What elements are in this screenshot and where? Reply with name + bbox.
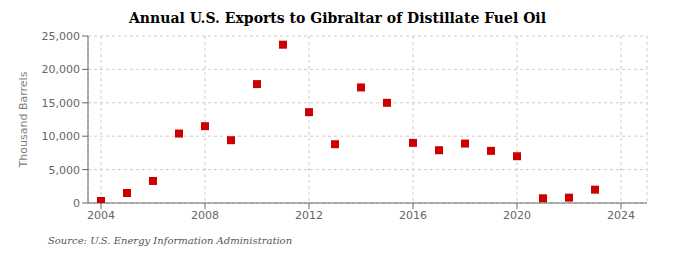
svg-text:2008: 2008	[191, 209, 219, 222]
svg-text:25,000: 25,000	[42, 30, 81, 43]
svg-text:2020: 2020	[503, 209, 531, 222]
svg-text:2016: 2016	[399, 209, 427, 222]
svg-text:2024: 2024	[607, 209, 635, 222]
svg-text:0: 0	[73, 197, 80, 210]
html-text:Annual U.S. Exports to Gibralt: Annual U.S. Exports to Gibraltar of Dist…	[129, 10, 546, 26]
svg-text:5,000: 5,000	[49, 164, 81, 177]
svg-text:2004: 2004	[87, 209, 115, 222]
svg-text:10,000: 10,000	[42, 130, 81, 143]
svg-text:15,000: 15,000	[42, 97, 81, 110]
html-text:Source: U.S. Energy Informatio: Source: U.S. Energy Information Administ…	[48, 235, 293, 246]
svg-text:2012: 2012	[295, 209, 323, 222]
svg-text:Thousand Barrels: Thousand Barrels	[17, 71, 30, 168]
svg-text:20,000: 20,000	[42, 63, 81, 76]
